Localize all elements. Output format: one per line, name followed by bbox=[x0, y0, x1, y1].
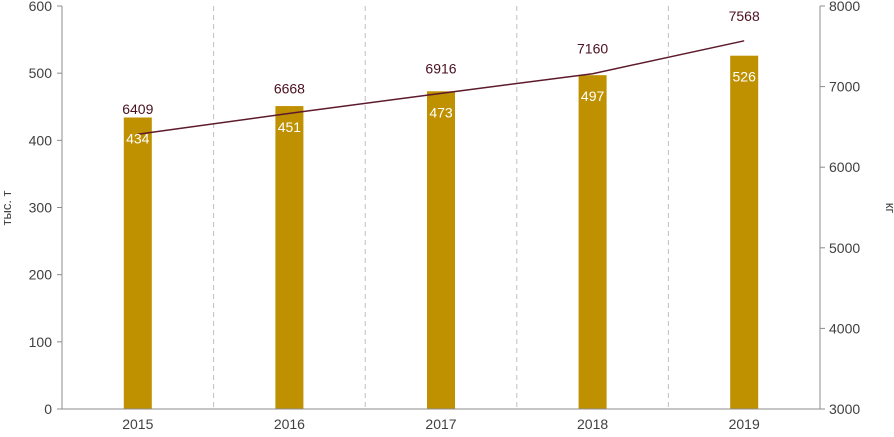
line-value-label: 6916 bbox=[425, 60, 456, 76]
bar bbox=[578, 75, 607, 409]
y2-tick-label: 3000 bbox=[829, 401, 860, 417]
line-series bbox=[137, 40, 745, 135]
data-labels: 434 451 473 497 526 6409 6668 6916 7160 7568 bbox=[122, 8, 760, 147]
bar-value-label: 473 bbox=[429, 104, 453, 120]
y-tick-label: 300 bbox=[29, 200, 53, 216]
axes: 0 100 200 300 400 500 600 3000 4000 5000 6000 7000 8… bbox=[29, 0, 861, 432]
bar-value-label: 451 bbox=[278, 119, 302, 135]
y-tick-label: 0 bbox=[44, 401, 52, 417]
bar-series bbox=[123, 55, 759, 409]
y2-tick-label: 5000 bbox=[829, 240, 860, 256]
y-tick-label: 600 bbox=[29, 0, 53, 14]
y2-tick-label: 4000 bbox=[829, 320, 860, 336]
bar bbox=[275, 106, 304, 409]
x-tick-label: 2015 bbox=[122, 416, 153, 432]
x-tick-label: 2019 bbox=[729, 416, 760, 432]
y-tick-label: 400 bbox=[29, 132, 53, 148]
bar-value-label: 497 bbox=[581, 88, 605, 104]
bar bbox=[730, 55, 759, 409]
x-tick-label: 2016 bbox=[274, 416, 305, 432]
line-path bbox=[137, 40, 745, 135]
y-tick-label: 500 bbox=[29, 65, 53, 81]
bar bbox=[123, 117, 152, 409]
bar-value-label: 526 bbox=[733, 69, 757, 85]
y-tick-label: 100 bbox=[29, 334, 53, 350]
y2-axis-title: кг bbox=[883, 203, 894, 214]
y-tick-label: 200 bbox=[29, 267, 53, 283]
bar-value-label: 434 bbox=[126, 130, 150, 146]
y2-tick-label: 6000 bbox=[829, 159, 860, 175]
line-value-label: 6409 bbox=[122, 101, 153, 117]
x-tick-label: 2017 bbox=[425, 416, 456, 432]
x-tick-label: 2018 bbox=[577, 416, 608, 432]
grid-lines bbox=[213, 6, 669, 409]
bar bbox=[427, 91, 455, 409]
y-axis-title: тыс. т bbox=[0, 190, 14, 225]
y2-tick-label: 8000 bbox=[829, 0, 860, 14]
line-value-label: 6668 bbox=[274, 80, 305, 96]
line-value-label: 7568 bbox=[729, 8, 760, 24]
line-value-label: 7160 bbox=[577, 41, 608, 57]
y2-tick-label: 7000 bbox=[829, 79, 860, 95]
